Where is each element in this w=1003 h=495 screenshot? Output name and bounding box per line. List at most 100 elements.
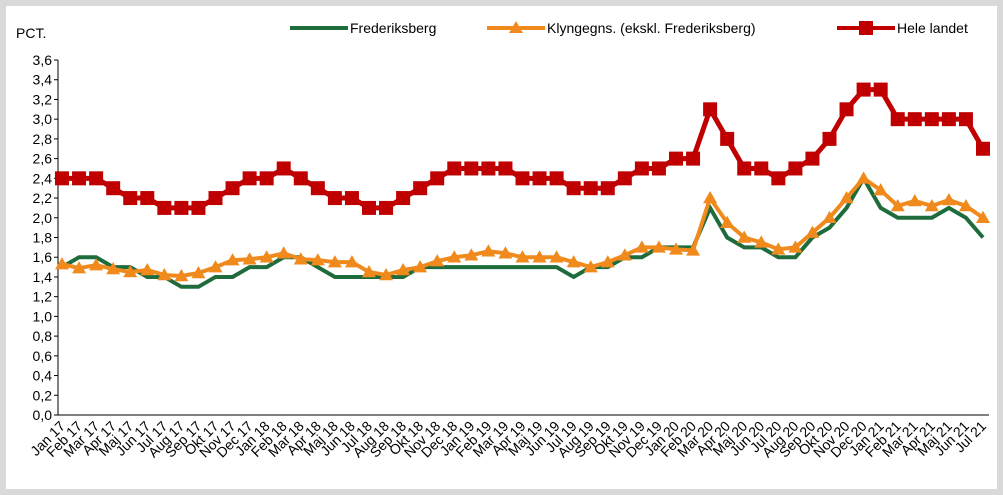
series-marker bbox=[754, 235, 769, 248]
series-marker bbox=[72, 171, 87, 186]
y-tick-label: 0,4 bbox=[33, 368, 53, 384]
y-tick-label: 3,0 bbox=[33, 111, 53, 127]
series-marker bbox=[498, 246, 513, 259]
series-marker bbox=[771, 242, 786, 255]
series-marker bbox=[242, 252, 257, 265]
series-marker bbox=[72, 261, 87, 274]
series-marker bbox=[737, 161, 752, 176]
series-marker bbox=[788, 240, 803, 253]
series-marker bbox=[327, 191, 342, 206]
series-marker bbox=[532, 171, 547, 186]
series-marker bbox=[686, 243, 701, 256]
series-marker bbox=[515, 171, 530, 186]
series-marker bbox=[327, 255, 342, 268]
series-marker bbox=[447, 250, 462, 263]
series-marker bbox=[140, 191, 155, 206]
series-marker bbox=[276, 246, 291, 259]
series-marker bbox=[686, 151, 701, 166]
series-marker bbox=[515, 250, 530, 263]
series-marker bbox=[55, 171, 69, 186]
series-marker bbox=[822, 210, 837, 224]
series-marker bbox=[344, 191, 359, 206]
series-marker bbox=[259, 250, 274, 263]
legend-marker bbox=[859, 21, 873, 35]
series-marker bbox=[106, 262, 121, 275]
series-marker bbox=[89, 258, 104, 271]
legend-label: Hele landet bbox=[897, 20, 968, 36]
series-marker bbox=[549, 250, 564, 263]
series-marker bbox=[430, 171, 445, 186]
y-tick-label: 2,4 bbox=[33, 170, 53, 186]
series-marker bbox=[617, 171, 632, 186]
series-marker bbox=[839, 102, 854, 117]
series-marker bbox=[191, 200, 206, 215]
series-marker bbox=[430, 254, 445, 267]
series-marker bbox=[634, 240, 649, 253]
series-marker bbox=[669, 242, 683, 255]
y-tick-label: 2,8 bbox=[33, 131, 53, 147]
series-marker bbox=[822, 131, 837, 146]
series-marker bbox=[379, 267, 394, 281]
series-marker bbox=[754, 161, 769, 176]
series-marker bbox=[447, 161, 462, 176]
legend-label: Klyngegns. (ekskl. Frederiksberg) bbox=[547, 20, 756, 36]
series-marker bbox=[481, 244, 496, 257]
y-tick-label: 1,6 bbox=[33, 249, 53, 265]
series-marker bbox=[174, 268, 189, 282]
series-marker bbox=[225, 181, 240, 196]
series-marker bbox=[805, 225, 820, 238]
y-axis-label: PCT. bbox=[16, 25, 46, 41]
series-marker bbox=[276, 161, 291, 176]
series-marker bbox=[839, 191, 854, 204]
series-marker bbox=[191, 266, 206, 279]
series-marker bbox=[481, 161, 496, 176]
series-marker bbox=[532, 250, 547, 263]
series-marker bbox=[157, 267, 172, 281]
series-marker bbox=[549, 171, 564, 186]
y-tick-label: 1,4 bbox=[33, 269, 53, 285]
y-tick-label: 0,6 bbox=[33, 348, 53, 364]
series-marker bbox=[873, 183, 888, 196]
series-marker bbox=[396, 263, 411, 276]
y-tick-label: 2,2 bbox=[33, 190, 53, 206]
y-tick-label: 3,6 bbox=[33, 52, 53, 68]
series-marker bbox=[924, 198, 939, 212]
series-marker bbox=[583, 260, 598, 273]
y-tick-label: 3,2 bbox=[33, 91, 53, 107]
series-marker bbox=[208, 191, 223, 206]
series-marker bbox=[976, 210, 990, 224]
series-marker bbox=[464, 248, 479, 261]
y-tick-label: 2,6 bbox=[33, 151, 53, 167]
series-marker bbox=[123, 265, 138, 278]
series-marker bbox=[873, 82, 888, 97]
series-marker bbox=[958, 198, 973, 212]
series-marker bbox=[600, 181, 615, 196]
series-marker bbox=[617, 248, 632, 261]
series-marker bbox=[157, 200, 172, 215]
series-marker bbox=[720, 215, 735, 228]
series-marker bbox=[669, 151, 683, 166]
y-tick-label: 1,8 bbox=[33, 230, 53, 246]
series-marker bbox=[890, 112, 905, 127]
series-marker bbox=[771, 171, 786, 186]
series-marker bbox=[941, 193, 956, 206]
series-marker bbox=[634, 161, 649, 176]
series-marker bbox=[600, 255, 615, 268]
series-marker bbox=[976, 141, 990, 156]
y-tick-label: 3,4 bbox=[33, 72, 53, 88]
legend-marker bbox=[509, 21, 523, 33]
series-marker bbox=[924, 112, 939, 127]
series-marker bbox=[123, 191, 138, 206]
series-marker bbox=[737, 230, 752, 243]
series-marker bbox=[89, 171, 104, 186]
series-marker bbox=[293, 252, 308, 265]
series-marker bbox=[344, 255, 359, 268]
series-marker bbox=[583, 181, 598, 196]
y-tick-label: 0,2 bbox=[33, 387, 53, 403]
series-marker bbox=[566, 255, 581, 268]
series-marker bbox=[396, 191, 411, 206]
series-marker bbox=[890, 198, 905, 212]
legend-label: Frederiksberg bbox=[350, 20, 436, 36]
series-marker bbox=[106, 181, 121, 196]
series-marker bbox=[310, 181, 325, 196]
